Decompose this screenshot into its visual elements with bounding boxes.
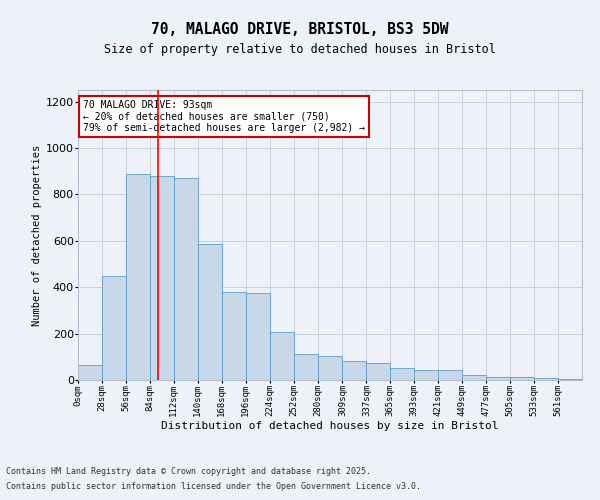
Text: Contains HM Land Registry data © Crown copyright and database right 2025.: Contains HM Land Registry data © Crown c… (6, 467, 371, 476)
Bar (222, 292, 246, 380)
Bar (126, 174, 150, 380)
Bar (150, 176, 174, 380)
Bar (343, 362, 367, 380)
Text: Contains public sector information licensed under the Open Government Licence v3: Contains public sector information licen… (6, 482, 421, 491)
Bar (486, 377, 510, 380)
Bar (269, 332, 293, 380)
Y-axis label: Number of detached properties: Number of detached properties (32, 144, 41, 326)
Bar (174, 178, 198, 380)
Bar (414, 370, 438, 380)
Bar (317, 356, 343, 380)
Bar (78, 365, 102, 380)
Bar (293, 354, 317, 380)
Text: Size of property relative to detached houses in Bristol: Size of property relative to detached ho… (104, 42, 496, 56)
Bar (534, 378, 558, 380)
Bar (102, 276, 126, 380)
Bar (198, 244, 222, 380)
Bar (391, 368, 414, 380)
Bar (558, 379, 582, 380)
X-axis label: Distribution of detached houses by size in Bristol: Distribution of detached houses by size … (161, 420, 499, 430)
Bar (462, 376, 486, 380)
Bar (367, 362, 391, 380)
Bar (510, 377, 534, 380)
Text: 70, MALAGO DRIVE, BRISTOL, BS3 5DW: 70, MALAGO DRIVE, BRISTOL, BS3 5DW (151, 22, 449, 38)
Bar (246, 293, 269, 380)
Text: 70 MALAGO DRIVE: 93sqm
← 20% of detached houses are smaller (750)
79% of semi-de: 70 MALAGO DRIVE: 93sqm ← 20% of detached… (83, 100, 365, 134)
Bar (438, 370, 462, 380)
